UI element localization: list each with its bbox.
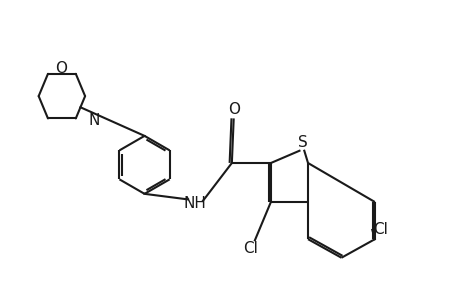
- Text: O: O: [227, 102, 239, 117]
- Text: O: O: [55, 61, 67, 76]
- Text: Cl: Cl: [372, 222, 387, 237]
- Text: N: N: [89, 113, 100, 128]
- Text: S: S: [297, 135, 307, 150]
- Text: NH: NH: [183, 196, 206, 211]
- Text: Cl: Cl: [242, 241, 257, 256]
